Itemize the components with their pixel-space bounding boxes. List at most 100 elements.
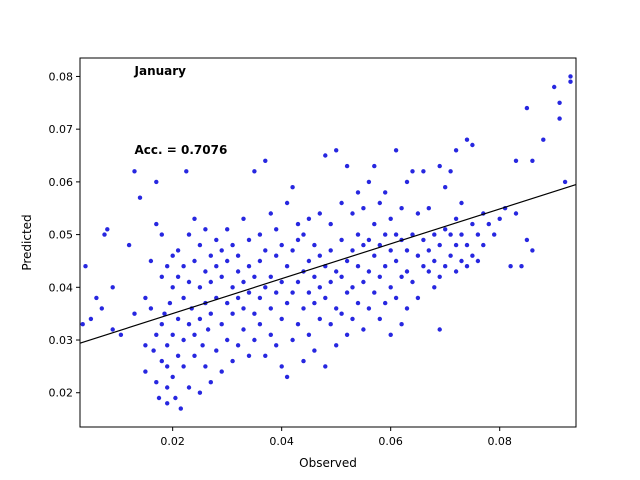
data-point bbox=[443, 227, 448, 232]
data-point bbox=[312, 242, 317, 248]
data-point bbox=[274, 253, 279, 258]
x-axis: 0.02 0.04 0.06 0.08 bbox=[160, 427, 512, 448]
data-point bbox=[268, 306, 273, 311]
data-point bbox=[94, 295, 99, 301]
data-point bbox=[175, 248, 181, 253]
data-point bbox=[497, 216, 502, 221]
data-point bbox=[181, 264, 186, 269]
data-point bbox=[225, 300, 230, 306]
data-point bbox=[366, 179, 372, 185]
data-point bbox=[268, 211, 273, 216]
data-point bbox=[295, 279, 301, 285]
data-point bbox=[530, 158, 535, 163]
data-point bbox=[459, 232, 464, 237]
data-point bbox=[230, 358, 235, 364]
data-point bbox=[83, 264, 88, 269]
data-point bbox=[448, 169, 453, 174]
data-point bbox=[246, 264, 252, 269]
accuracy-annotation: Acc. = 0.7076 bbox=[135, 143, 228, 157]
data-point bbox=[205, 327, 211, 332]
data-point bbox=[295, 221, 301, 227]
data-point bbox=[492, 232, 497, 237]
data-point bbox=[80, 322, 85, 327]
data-point bbox=[110, 327, 115, 332]
month-annotation: January bbox=[134, 64, 187, 78]
data-point bbox=[393, 295, 399, 301]
data-point bbox=[361, 206, 366, 211]
data-point bbox=[126, 242, 132, 248]
data-point bbox=[143, 369, 148, 374]
data-point bbox=[339, 274, 344, 279]
data-point bbox=[426, 206, 431, 211]
data-point bbox=[470, 253, 475, 258]
data-point bbox=[344, 290, 350, 295]
data-point bbox=[334, 269, 339, 274]
data-point bbox=[568, 74, 573, 79]
data-point bbox=[323, 364, 328, 369]
data-point bbox=[328, 279, 333, 285]
data-point bbox=[151, 348, 156, 353]
data-point bbox=[443, 185, 448, 190]
data-point bbox=[257, 322, 263, 327]
data-point bbox=[383, 232, 388, 237]
data-point bbox=[432, 285, 437, 290]
y-tick-label: 0.08 bbox=[49, 70, 74, 83]
regression-line bbox=[79, 183, 577, 344]
data-point bbox=[257, 232, 263, 237]
points-layer bbox=[80, 74, 573, 411]
data-point bbox=[426, 248, 431, 253]
data-point bbox=[323, 295, 328, 301]
data-point bbox=[557, 100, 562, 106]
data-point bbox=[486, 221, 491, 227]
data-point bbox=[372, 221, 377, 227]
data-point bbox=[170, 285, 175, 290]
data-point bbox=[393, 232, 399, 237]
data-point bbox=[421, 237, 426, 243]
data-point bbox=[178, 406, 183, 411]
data-point bbox=[334, 343, 339, 348]
data-point bbox=[290, 248, 295, 253]
data-point bbox=[328, 248, 333, 253]
y-tick-label: 0.03 bbox=[49, 334, 74, 347]
data-point bbox=[339, 311, 344, 316]
data-point bbox=[192, 332, 197, 337]
data-point bbox=[102, 232, 107, 237]
data-point bbox=[186, 385, 192, 390]
data-point bbox=[410, 169, 415, 174]
data-point bbox=[399, 322, 404, 327]
data-point bbox=[410, 279, 415, 285]
data-point bbox=[312, 274, 317, 279]
data-point bbox=[361, 279, 366, 285]
data-point bbox=[295, 322, 301, 327]
data-point bbox=[143, 295, 148, 301]
data-point bbox=[214, 264, 219, 269]
data-point bbox=[464, 264, 470, 269]
data-point bbox=[279, 364, 284, 369]
data-point bbox=[361, 242, 366, 248]
data-point bbox=[208, 380, 213, 385]
data-point bbox=[284, 200, 290, 206]
data-point bbox=[197, 316, 203, 322]
data-point bbox=[530, 248, 535, 253]
data-point bbox=[173, 395, 178, 401]
y-tick-label: 0.07 bbox=[49, 123, 74, 136]
data-point bbox=[415, 253, 421, 258]
data-point bbox=[159, 322, 164, 327]
data-point bbox=[230, 285, 235, 290]
data-point bbox=[301, 306, 306, 311]
data-point bbox=[459, 200, 464, 206]
data-point bbox=[279, 316, 284, 322]
data-point bbox=[459, 258, 464, 264]
data-point bbox=[230, 311, 235, 316]
x-axis-label: Observed bbox=[299, 456, 357, 470]
data-point bbox=[208, 253, 213, 258]
data-point bbox=[235, 253, 241, 258]
data-point bbox=[186, 322, 192, 327]
y-tick-label: 0.05 bbox=[49, 229, 74, 242]
data-point bbox=[235, 343, 241, 348]
data-point bbox=[88, 316, 94, 322]
data-point bbox=[323, 153, 328, 158]
data-point bbox=[279, 279, 284, 285]
data-point bbox=[110, 285, 115, 290]
data-point bbox=[208, 311, 213, 316]
